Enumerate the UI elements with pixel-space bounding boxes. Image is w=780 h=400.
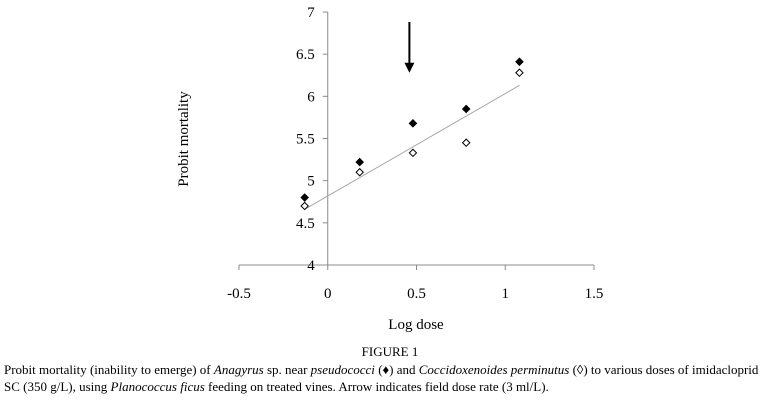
y-axis-label: Probit mortality [176, 91, 192, 187]
y-tick-label: 6 [307, 89, 315, 105]
data-points [300, 57, 524, 211]
y-tick-label: 4 [307, 258, 315, 274]
filled-diamond-point [515, 57, 524, 67]
field-dose-arrow [404, 22, 415, 73]
filled-diamond-point [461, 104, 471, 114]
y-tick-label: 5 [307, 174, 315, 190]
y-tick-label: 4.5 [296, 216, 315, 232]
open-diamond-point [408, 148, 418, 158]
x-tick-label: 0.5 [407, 286, 426, 302]
open-diamond-point [461, 138, 471, 148]
trendline [304, 84, 520, 210]
axes: 4 4.5 5 5.5 6 6.5 7 -0.5 0 0.5 1 1.5 [227, 5, 603, 302]
y-tick-label: 5.5 [296, 132, 315, 148]
caption-text: (♦) and [374, 362, 419, 377]
filled-diamond-point [300, 193, 309, 202]
open-diamond-point [355, 167, 365, 177]
filled-diamond-point [355, 157, 365, 167]
open-diamond-point [515, 68, 524, 78]
figure-caption: Probit mortality (inability to emerge) o… [4, 361, 776, 395]
x-tick-label: -0.5 [227, 286, 251, 302]
x-tick-label: 1.5 [585, 286, 604, 302]
open-diamond-point [300, 201, 309, 211]
caption-species: Coccidoxenoides perminutus [418, 362, 570, 377]
trendline-group [304, 84, 520, 210]
filled-diamond-point [408, 119, 418, 128]
y-tick-label: 6.5 [296, 47, 315, 63]
probit-chart: 4 4.5 5 5.5 6 6.5 7 -0.5 0 0.5 1 1.5 Log dose Probi… [176, 5, 603, 333]
y-tick-label: 7 [307, 5, 315, 21]
caption-text: (◊) to various doses of imidacloprid SC … [4, 362, 759, 394]
caption-species: Planococcus ficus [110, 379, 205, 394]
x-tick-label: 1 [502, 286, 510, 302]
x-axis-label: Log dose [388, 317, 444, 333]
caption-species: Anagyrus [213, 362, 264, 377]
x-tick-label: 0 [324, 286, 332, 302]
caption-species: pseudococci [310, 362, 375, 377]
caption-text: Probit mortality (inability to emerge) o… [4, 362, 214, 377]
arrow-head [404, 62, 415, 73]
caption-text: sp. near [263, 362, 311, 377]
caption-text: feeding on treated vines. Arrow indicate… [204, 379, 549, 394]
figure-title: FIGURE 1 [361, 344, 419, 359]
